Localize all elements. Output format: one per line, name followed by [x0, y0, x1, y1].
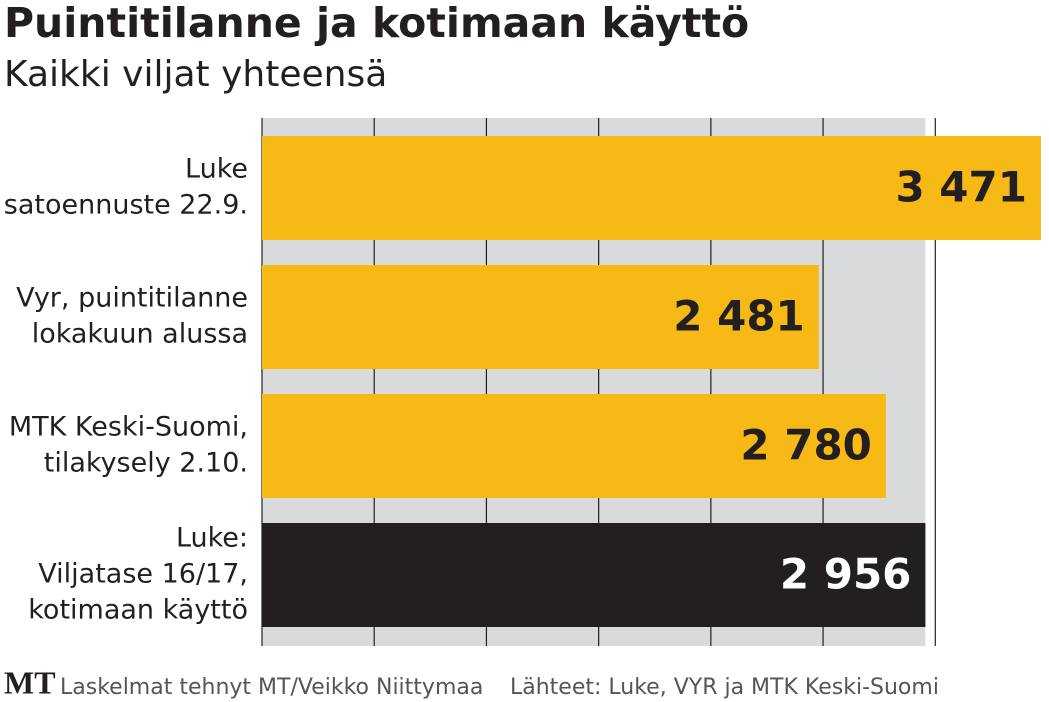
- category-label: Luke: [185, 154, 248, 185]
- category-label: tilakysely 2.10.: [44, 448, 248, 479]
- source: Lähteet: Luke, VYR ja MTK Keski-Suomi: [510, 675, 939, 700]
- chart-title: Puintitilanne ja kotimaan käyttö: [4, 0, 749, 47]
- value-label: 2 956: [780, 550, 912, 599]
- bar: [262, 394, 886, 498]
- value-label: 3 471: [895, 163, 1027, 212]
- bar: [262, 265, 819, 369]
- category-label: Viljatase 16/17,: [38, 559, 248, 590]
- category-label: satoennuste 22.9.: [4, 190, 248, 221]
- bar: [262, 523, 926, 627]
- category-label: Vyr, puintitilanne: [16, 283, 248, 314]
- category-label: kotimaan käyttö: [28, 595, 248, 626]
- note: Laskelmat tehnyt MT/Veikko Niittymaa: [60, 675, 483, 700]
- bar: [262, 136, 1041, 240]
- chart-subtitle: Kaikki viljat yhteensä: [4, 54, 387, 95]
- logo: MT: [4, 664, 56, 700]
- category-label: MTK Keski-Suomi,: [9, 412, 248, 443]
- category-label: lokakuun alussa: [32, 319, 248, 350]
- category-label: Luke:: [176, 523, 248, 554]
- value-label: 2 481: [673, 292, 805, 341]
- value-label: 2 780: [740, 421, 872, 470]
